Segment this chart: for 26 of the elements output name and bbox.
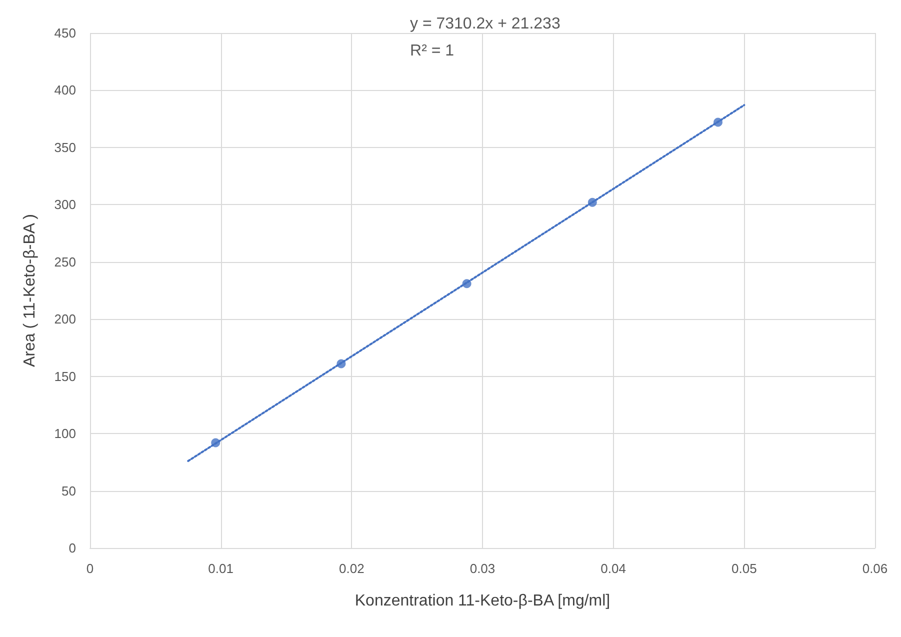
x-tick-label: 0.06: [862, 561, 888, 576]
y-tick-label: 150: [54, 368, 76, 384]
y-tick-label: 250: [54, 254, 76, 270]
y-axis-title: Area ( 11-Keto-β-BA ): [22, 214, 38, 367]
point: [714, 118, 722, 127]
point: [336, 359, 346, 368]
point: [211, 438, 220, 448]
y-tick-label: 450: [54, 26, 76, 40]
x-tick-label: 0: [86, 561, 94, 576]
y-tick-label: 0: [68, 540, 76, 556]
x-tick-label: 0.04: [600, 561, 626, 576]
text: y = 7310.2x + 21.233: [410, 16, 560, 32]
x-tick-label: 0.02: [339, 561, 364, 576]
x-tick-label: 0.05: [732, 561, 757, 576]
point: [588, 198, 597, 207]
y-tick-label: 50: [62, 483, 76, 498]
y-tick-label: 400: [54, 82, 76, 98]
x-tick-label: 0.01: [208, 561, 234, 576]
y-tick-label: 300: [54, 197, 76, 212]
x-axis-title: Konzentration 11-Keto-β-BA [mg/ml]: [354, 592, 610, 610]
y-tick-label: 100: [54, 426, 76, 442]
x-tick-label: 0.03: [470, 561, 496, 576]
annotation: R² = 1: [410, 42, 454, 60]
y-tick-label: 200: [54, 312, 76, 327]
point: [462, 279, 472, 288]
y-tick-label: 350: [54, 140, 76, 155]
